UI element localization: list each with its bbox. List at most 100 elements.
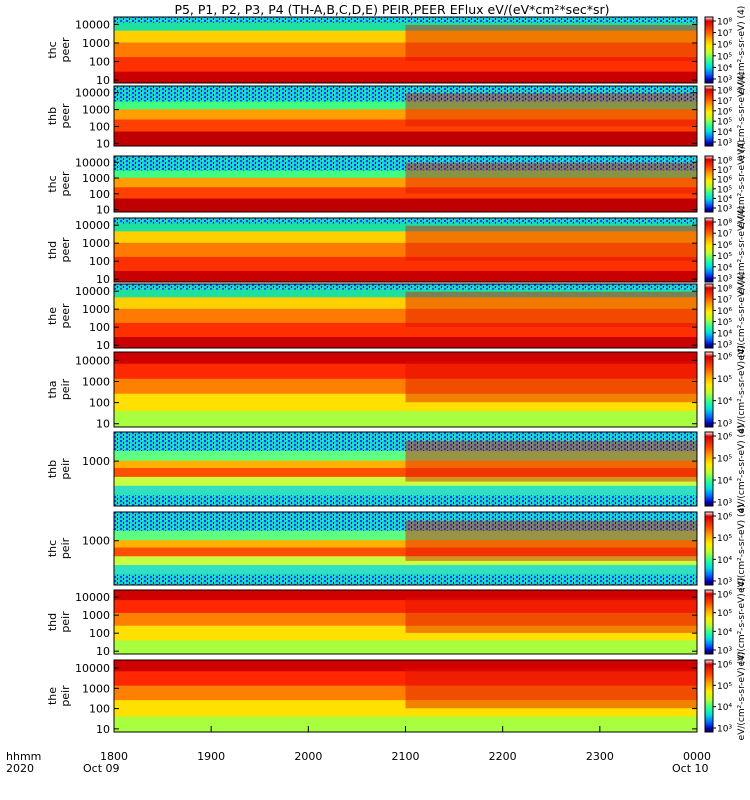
y-axis-label-type: peir <box>59 611 72 633</box>
heatmap-band <box>114 432 697 451</box>
heatmap-band <box>114 336 697 349</box>
heatmap-band <box>114 131 697 147</box>
colorbar-label: eV/(cm²-s-sr-eV) (4) <box>737 425 747 514</box>
heatmap-band <box>114 485 697 496</box>
y-tick-label: 1000 <box>82 376 110 389</box>
colorbar-label: eV/(cm²-s-sr-eV) (4) <box>737 652 747 741</box>
colorbar <box>704 16 714 84</box>
y-axis-label-probe: thd <box>46 241 59 259</box>
date-label-start: Oct 09 <box>83 762 120 775</box>
colorbar-tick-label: 10³ <box>717 275 732 285</box>
heatmap-tha-peir <box>114 352 697 428</box>
time-tick-label: 2300 <box>586 750 614 763</box>
heatmap-late-enhancement <box>405 440 697 482</box>
y-tick-label: 100 <box>89 56 110 69</box>
colorbar-label: eV/(cm²-s-sr-eV) (4) <box>737 345 747 434</box>
y-axis-label-type: peir <box>59 458 72 480</box>
heatmap-band <box>114 393 697 411</box>
time-axis-label-hhmm: hhmm <box>6 750 41 763</box>
heatmap-band <box>114 22 697 31</box>
y-tick-label: 1000 <box>82 682 110 695</box>
y-tick-label: 1000 <box>82 172 110 185</box>
y-tick-label: 10 <box>96 273 110 286</box>
y-axis-label-type: peer <box>59 171 72 197</box>
heatmap-band <box>114 699 697 717</box>
y-tick-label: 100 <box>89 120 110 133</box>
colorbar-tick-label: 10⁷ <box>717 29 732 39</box>
colorbar-tick-label: 10³ <box>717 205 732 215</box>
y-tick-label: 10000 <box>75 87 110 100</box>
y-axis-label-probe: thc <box>46 175 59 192</box>
plot-frame <box>113 85 698 147</box>
heatmap-band <box>114 639 697 655</box>
colorbar <box>704 511 714 586</box>
colorbar-tick-label: 10⁴ <box>717 703 732 713</box>
colorbar-tick-label: 10³ <box>717 420 732 430</box>
colorbar-tick-label: 10⁵ <box>717 318 732 328</box>
heatmap-band <box>114 450 697 461</box>
colorbar-tick-label: 10⁶ <box>717 41 732 51</box>
colorbar-tick-label: 10⁵ <box>717 682 732 692</box>
heatmap-band <box>114 599 697 613</box>
y-tick-label: 10000 <box>75 354 110 367</box>
heatmap-band <box>114 71 697 84</box>
heatmap-band <box>114 223 697 232</box>
colorbar-tick-label: 10⁶ <box>717 241 732 251</box>
colorbar <box>704 85 714 147</box>
colorbar-tick-label: 10⁴ <box>717 128 732 138</box>
plot-frame <box>113 589 698 655</box>
y-axis-label-type: peer <box>59 237 72 263</box>
y-tick-label: 10 <box>96 723 110 736</box>
colorbar-tick-label: 10⁵ <box>717 52 732 62</box>
y-tick-label: 100 <box>89 188 110 201</box>
y-tick-label: 10 <box>96 137 110 150</box>
heatmap-band <box>114 476 697 486</box>
heatmap-band <box>114 284 697 290</box>
heatmap-band <box>114 512 697 531</box>
heatmap-late-enhancement <box>405 520 697 561</box>
colorbar-tick-label: 10⁴ <box>717 263 732 273</box>
chart-title: P5, P1, P2, P3, P4 (TH-A,B,C,D,E) PEIR,P… <box>174 2 609 17</box>
heatmap-band <box>114 555 697 566</box>
y-tick-label: 1000 <box>82 535 110 548</box>
colorbar <box>704 283 714 349</box>
colorbar-tick-label: 10⁴ <box>717 195 732 205</box>
heatmap-band <box>114 218 697 224</box>
heatmap-band <box>114 322 697 337</box>
heatmap-band <box>114 177 697 188</box>
y-axis-label-type: peir <box>59 537 72 559</box>
heatmap-band <box>114 590 697 601</box>
heatmap-band <box>114 494 697 507</box>
colorbar-tick-label: 10³ <box>717 647 732 657</box>
heatmap-thd-peir <box>114 590 697 655</box>
colorbar-tick-label: 10⁷ <box>717 166 732 176</box>
colorbar-tick-label: 10⁸ <box>717 18 732 28</box>
plot-frame <box>113 283 698 349</box>
plot-frame <box>113 511 698 586</box>
heatmap-band <box>114 660 697 672</box>
heatmap-band <box>114 378 697 394</box>
colorbar-tick-label: 10³ <box>717 139 732 149</box>
plot-frame <box>113 16 698 84</box>
heatmap-band <box>114 467 697 477</box>
colorbar-tick-label: 10⁵ <box>717 252 732 262</box>
y-axis-label-type: peer <box>59 37 72 63</box>
panel-thd-peir: 10000 1000 100 10 thd peir 10⁶ 10⁵ 10⁴ 10³ eV/(cm²… <box>46 578 747 667</box>
time-tick-label: 1900 <box>197 750 225 763</box>
heatmap-band <box>114 230 697 243</box>
y-axis-label-type: peir <box>59 685 72 707</box>
colorbar <box>704 217 714 283</box>
time-tick-label: 1800 <box>100 750 128 763</box>
colorbar-label: eV/(cm²-s-sr-eV) (4) <box>737 140 747 229</box>
heatmap-band <box>114 547 697 557</box>
panel-thc-peir: 1000 thc peir 10⁶ 10⁵ 10⁴ 10³ eV/(cm²-s-sr-eV) … <box>46 504 747 593</box>
colorbar-tick-label: 10⁶ <box>717 176 732 186</box>
colorbar-tick-label: 10⁸ <box>717 219 732 229</box>
colorbar-tick-label: 10⁴ <box>717 64 732 74</box>
heatmap-band <box>114 256 697 271</box>
heatmap-late-enhancement <box>405 668 697 709</box>
colorbar-label: eV/(cm²-s-sr-eV) (4) <box>737 6 747 95</box>
y-tick-label: 100 <box>89 627 110 640</box>
